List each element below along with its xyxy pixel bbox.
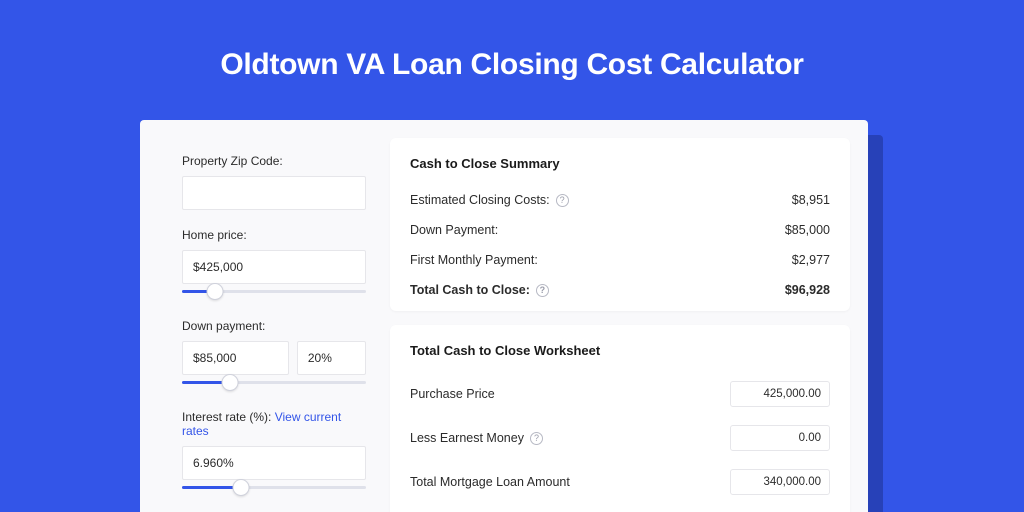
- inputs-column: Property Zip Code: Home price: Down paym…: [140, 120, 390, 512]
- worksheet-label: Purchase Price: [410, 387, 495, 401]
- rate-slider[interactable]: [182, 479, 366, 497]
- worksheet-input[interactable]: [730, 469, 830, 495]
- price-group: Home price:: [182, 228, 366, 301]
- worksheet-input[interactable]: [730, 425, 830, 451]
- summary-row: Estimated Closing Costs: ? $8,951: [410, 185, 830, 215]
- calculator-panel: Property Zip Code: Home price: Down paym…: [140, 120, 868, 512]
- summary-row: Down Payment: $85,000: [410, 215, 830, 245]
- rate-input[interactable]: [182, 446, 366, 480]
- worksheet-row: Total Mortgage Loan Amount: [410, 460, 830, 504]
- summary-label: Estimated Closing Costs:: [410, 193, 550, 207]
- worksheet-title: Total Cash to Close Worksheet: [410, 343, 830, 358]
- down-label: Down payment:: [182, 319, 366, 333]
- summary-value: $2,977: [792, 253, 830, 267]
- down-group: Down payment:: [182, 319, 366, 392]
- zip-input[interactable]: [182, 176, 366, 210]
- summary-total-row: Total Cash to Close: ? $96,928: [410, 275, 830, 305]
- worksheet-label: Total Mortgage Loan Amount: [410, 475, 570, 489]
- summary-label: First Monthly Payment:: [410, 253, 538, 267]
- down-amount-input[interactable]: [182, 341, 289, 375]
- worksheet-row: Less Earnest Money ?: [410, 416, 830, 460]
- help-icon[interactable]: ?: [556, 194, 569, 207]
- down-percent-input[interactable]: [297, 341, 366, 375]
- results-column: Cash to Close Summary Estimated Closing …: [390, 120, 868, 512]
- worksheet-row: Purchase Price: [410, 372, 830, 416]
- help-icon[interactable]: ?: [536, 284, 549, 297]
- worksheet-label: Less Earnest Money: [410, 431, 524, 445]
- worksheet-row: Total Second Mortgage Amount ?: [410, 504, 830, 512]
- slider-thumb[interactable]: [232, 479, 249, 496]
- summary-label: Down Payment:: [410, 223, 498, 237]
- page-title: Oldtown VA Loan Closing Cost Calculator: [0, 0, 1024, 82]
- summary-total-value: $96,928: [785, 283, 830, 297]
- summary-row: First Monthly Payment: $2,977: [410, 245, 830, 275]
- price-label: Home price:: [182, 228, 366, 242]
- down-slider[interactable]: [182, 374, 366, 392]
- summary-total-label: Total Cash to Close:: [410, 283, 530, 297]
- worksheet-card: Total Cash to Close Worksheet Purchase P…: [390, 325, 850, 512]
- summary-title: Cash to Close Summary: [410, 156, 830, 171]
- price-slider[interactable]: [182, 283, 366, 301]
- summary-value: $85,000: [785, 223, 830, 237]
- zip-label: Property Zip Code:: [182, 154, 366, 168]
- rate-group: Interest rate (%): View current rates: [182, 410, 366, 497]
- rate-label: Interest rate (%):: [182, 410, 271, 424]
- price-input[interactable]: [182, 250, 366, 284]
- zip-group: Property Zip Code:: [182, 154, 366, 210]
- slider-thumb[interactable]: [221, 374, 238, 391]
- slider-thumb[interactable]: [207, 283, 224, 300]
- worksheet-input[interactable]: [730, 381, 830, 407]
- summary-card: Cash to Close Summary Estimated Closing …: [390, 138, 850, 311]
- summary-value: $8,951: [792, 193, 830, 207]
- help-icon[interactable]: ?: [530, 432, 543, 445]
